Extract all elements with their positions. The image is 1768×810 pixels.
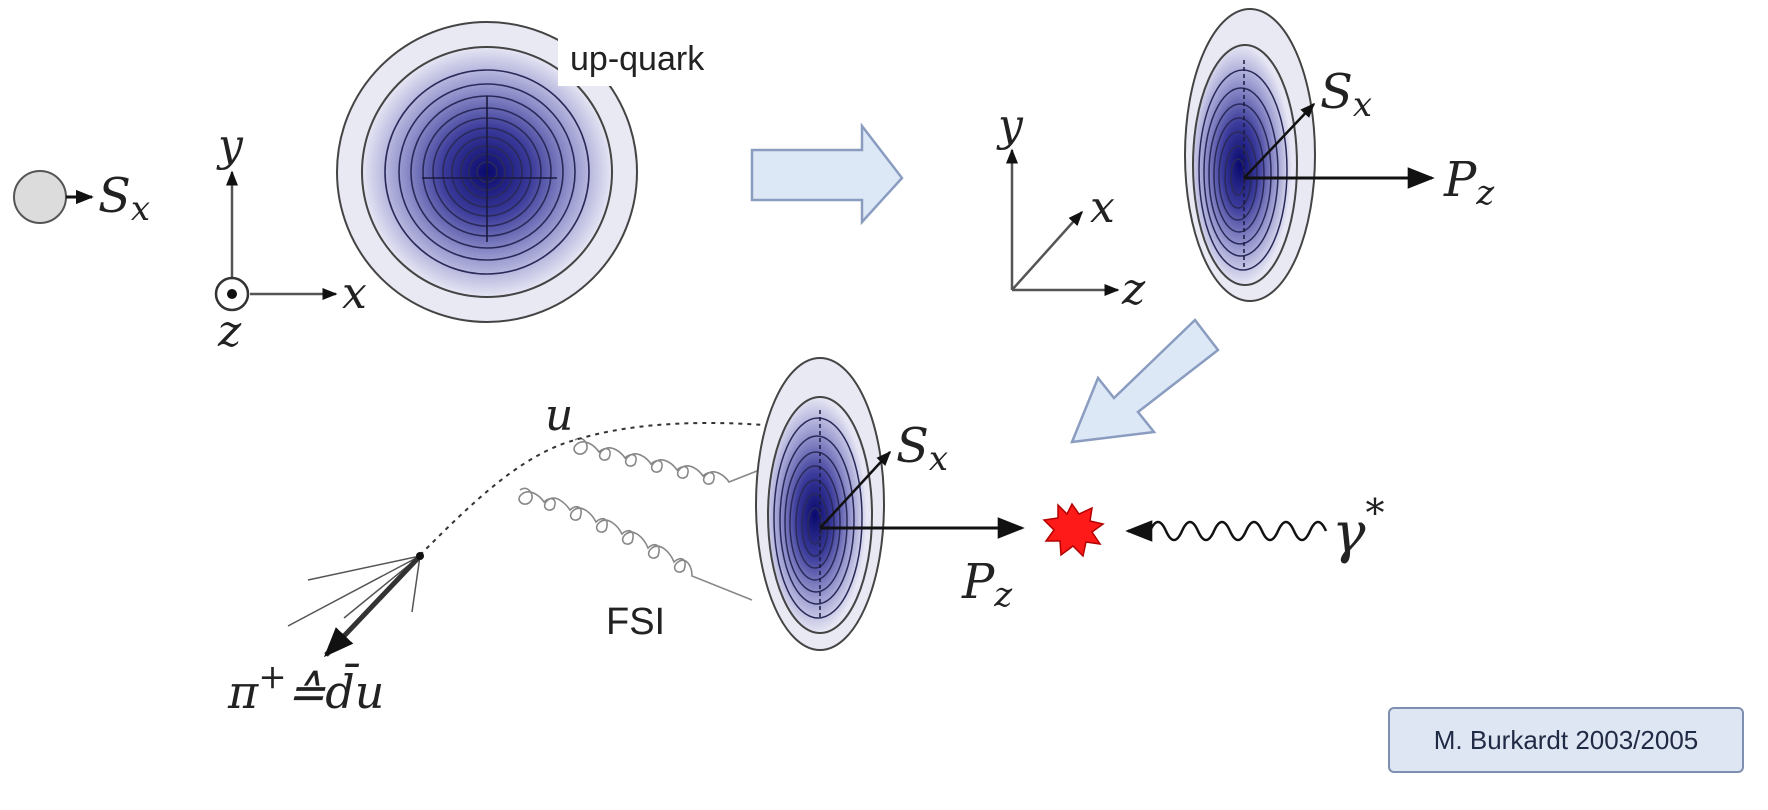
- momentum-label: Pz: [1443, 152, 1495, 213]
- gluon-line-upper: [573, 437, 786, 485]
- spin-arrow-fsi: [819, 450, 892, 529]
- axes-right: y x z: [996, 100, 1146, 315]
- photon-label: γ*: [1332, 491, 1384, 566]
- spin-label: Sx: [98, 168, 150, 229]
- momentum-label-fsi: Pz: [961, 554, 1013, 615]
- spin-label-boosted: Sx: [1320, 64, 1372, 125]
- gluon-exchange-fsi: [518, 437, 786, 601]
- up-quark-density-fsi: Sx Pz: [755, 357, 1025, 651]
- gluon-line-lower: [518, 487, 753, 601]
- interaction-burst: [1042, 502, 1105, 558]
- struck-quark-path: [419, 422, 801, 556]
- up-quark-label: up-quark: [570, 40, 705, 78]
- fsi-label: FSI: [606, 601, 665, 643]
- credit-label: M. Burkardt 2003/2005: [1388, 707, 1744, 773]
- nucleon-spin: Sx: [13, 168, 150, 229]
- up-quark-density-round: up-quark: [336, 21, 734, 323]
- axes-left: y x z: [214, 120, 367, 357]
- z-axis-dot: [227, 289, 237, 299]
- x-axis-3d: [1011, 210, 1084, 291]
- pion-arrow: [323, 554, 422, 658]
- virtual-photon: γ*: [1125, 491, 1384, 566]
- quark-label-u: u: [545, 390, 573, 441]
- transition-arrow-right: [750, 122, 904, 226]
- photon-wavy-line: [1148, 520, 1328, 542]
- z-axis-3d-label: z: [1121, 264, 1146, 315]
- y-axis-3d-label: y: [996, 100, 1024, 151]
- pion-label: π+≙d̄u: [227, 657, 384, 719]
- x-axis-label: x: [342, 268, 367, 319]
- y-axis-label: y: [216, 120, 244, 171]
- up-quark-density-boosted: Sx Pz: [1184, 8, 1495, 302]
- z-axis-label: z: [217, 306, 242, 357]
- nucleon-disk: [13, 170, 67, 224]
- x-axis-3d-label: x: [1090, 182, 1115, 233]
- spin-label-fsi: Sx: [896, 418, 948, 479]
- spin-arrow-boosted: [1243, 102, 1316, 179]
- transition-arrow-diagonal: [1070, 318, 1220, 444]
- hadronization-jet: π+≙d̄u: [227, 552, 424, 719]
